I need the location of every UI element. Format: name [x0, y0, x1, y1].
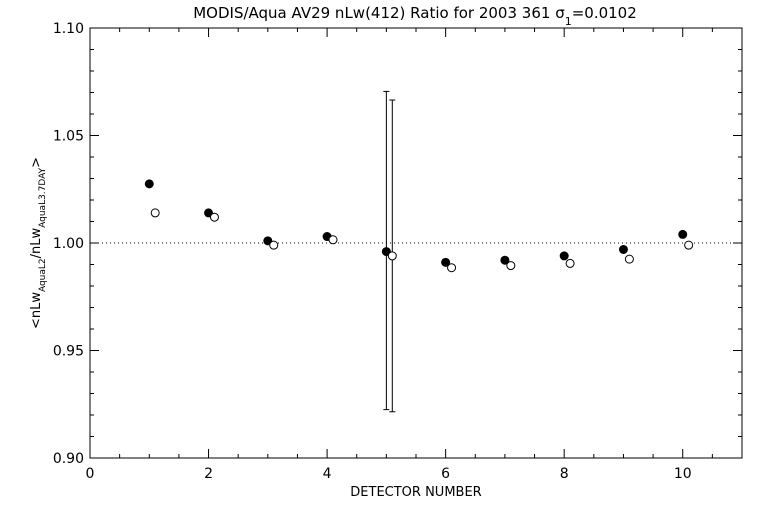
open-data-point — [269, 240, 279, 250]
filled-data-point — [441, 257, 451, 267]
x-tick-label: 4 — [323, 466, 332, 482]
open-data-point — [565, 258, 575, 268]
open-data-point — [150, 208, 160, 218]
y-tick-label: 1.10 — [53, 21, 84, 37]
open-data-point — [447, 263, 457, 273]
chart-title-sigma: σ — [555, 4, 565, 22]
chart-title-sigma-value: =0.0102 — [572, 4, 637, 22]
x-axis: 0 2 4 6 8 10 — [86, 28, 743, 482]
chart-title: MODIS/Aqua AV29 nLw(412) Ratio for 2003 … — [193, 4, 637, 28]
filled-data-point — [618, 244, 628, 254]
y-tick-label: 1.00 — [53, 236, 84, 252]
x-tick-label: 0 — [86, 466, 95, 482]
open-data-point — [387, 251, 397, 261]
x-tick-label: 10 — [674, 466, 692, 482]
y-axis-title-sub2: AquaL3.7DAY — [38, 167, 48, 227]
chart-title-main: MODIS/Aqua AV29 nLw(412) Ratio for 2003 … — [193, 4, 555, 22]
filled-data-point — [204, 208, 214, 218]
y-tick-label: 0.95 — [53, 344, 84, 360]
filled-data-point — [381, 247, 391, 257]
chart-title-sigma-sub: 1 — [565, 15, 572, 28]
data-points — [144, 179, 694, 273]
y-axis-title-mid: /nLw — [29, 227, 44, 258]
y-axis-title-open: <nLw — [29, 292, 44, 329]
y-axis-title-close: > — [29, 157, 44, 168]
filled-data-point — [559, 251, 569, 261]
y-axis: 0.90 0.95 1.00 1.05 1.10 — [53, 21, 742, 467]
open-data-point — [328, 235, 338, 245]
y-tick-label: 1.05 — [53, 129, 84, 145]
x-axis-title: DETECTOR NUMBER — [350, 485, 481, 500]
plot-frame — [89, 27, 743, 459]
filled-data-point — [144, 179, 154, 189]
x-tick-label: 2 — [204, 466, 213, 482]
filled-data-point — [678, 229, 688, 239]
y-tick-label: 0.90 — [53, 451, 84, 467]
x-tick-label: 8 — [560, 466, 569, 482]
open-data-point — [209, 212, 219, 222]
open-data-point — [624, 254, 634, 264]
y-axis-title-sub1: AquaL2 — [38, 258, 48, 292]
x-tick-label: 6 — [441, 466, 450, 482]
filled-data-point — [500, 255, 510, 265]
filled-data-point — [263, 236, 273, 246]
open-data-point — [684, 240, 694, 250]
open-data-point — [506, 261, 516, 271]
y-axis-title: <nLwAquaL2/nLwAquaL3.7DAY> — [29, 157, 48, 329]
